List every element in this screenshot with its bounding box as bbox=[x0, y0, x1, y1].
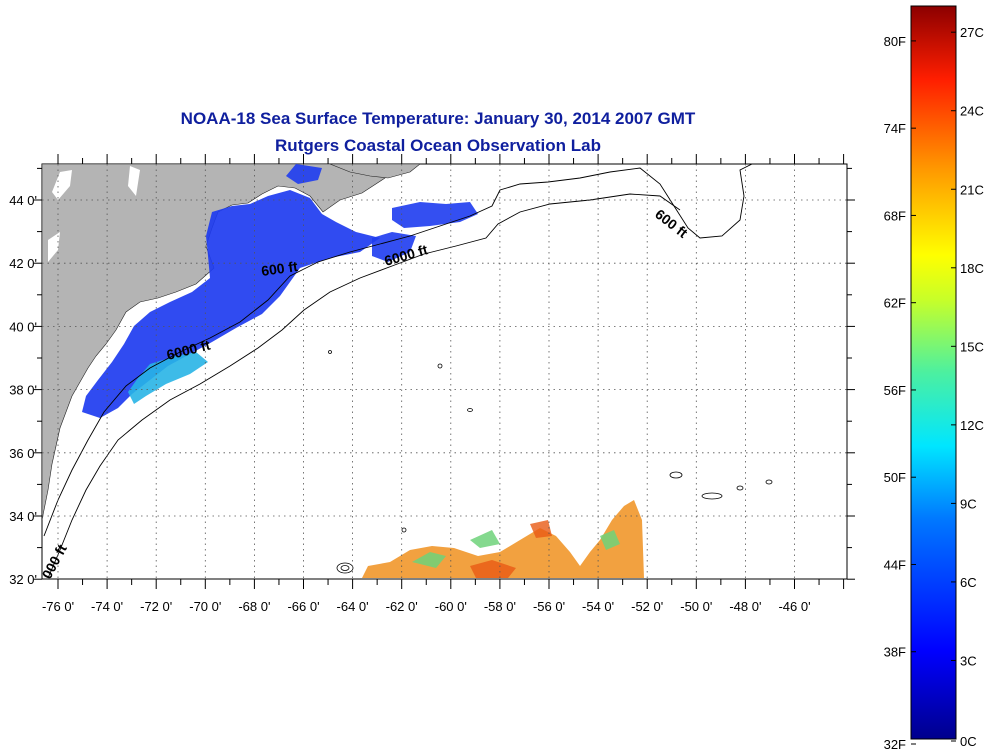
land-newfoundland bbox=[329, 164, 421, 179]
latitude-label: 38 0' bbox=[9, 383, 37, 398]
island-outlines bbox=[328, 350, 773, 574]
colorbar-f-label: 74F bbox=[884, 121, 906, 136]
colorbar-f-label: 62F bbox=[884, 296, 906, 311]
longitude-label: -46 0' bbox=[778, 599, 810, 614]
latitude-label: 34 0' bbox=[9, 509, 37, 524]
longitude-label: -58 0' bbox=[484, 599, 516, 614]
longitude-label: -68 0' bbox=[238, 599, 270, 614]
latitude-label: 42 0' bbox=[9, 256, 37, 271]
colorbar-c-label: 21C bbox=[960, 182, 984, 197]
map-title: NOAA-18 Sea Surface Temperature: January… bbox=[180, 109, 696, 128]
colorbar-celsius-labels: 27C 24C 21C 18C 15C 12C 9C 6C 3C 0C bbox=[951, 25, 984, 749]
colorbar-c-label: 6C bbox=[960, 575, 977, 590]
colorbar-f-label: 50F bbox=[884, 470, 906, 485]
latitude-axis-labels: 44 0' 42 0' 40 0' 38 0' 36 0' 34 0' 32 0' bbox=[9, 193, 37, 587]
longitude-label: -62 0' bbox=[386, 599, 418, 614]
sst-deep-warm-south bbox=[470, 520, 552, 578]
sst-mid-slope bbox=[128, 352, 208, 404]
longitude-label: -74 0' bbox=[91, 599, 123, 614]
colorbar-f-label: 80F bbox=[884, 34, 906, 49]
longitude-label: -64 0' bbox=[337, 599, 369, 614]
longitude-label: -56 0' bbox=[533, 599, 565, 614]
depth-contour-6000ft bbox=[47, 193, 681, 579]
colorbar bbox=[910, 5, 957, 740]
longitude-label: -48 0' bbox=[729, 599, 761, 614]
latitude-label: 36 0' bbox=[9, 446, 37, 461]
colorbar-f-label: 56F bbox=[884, 383, 906, 398]
colorbar-f-label: 44F bbox=[884, 557, 906, 572]
longitude-label: -50 0' bbox=[680, 599, 712, 614]
longitude-label: -76 0' bbox=[42, 599, 74, 614]
longitude-label: -72 0' bbox=[140, 599, 172, 614]
colorbar-f-label: 38F bbox=[884, 645, 906, 660]
longitude-label: -60 0' bbox=[435, 599, 467, 614]
colorbar-f-label: 32F bbox=[884, 737, 906, 752]
colorbar-c-label: 24C bbox=[960, 104, 984, 119]
graticule-grid bbox=[42, 164, 847, 579]
depth-contour-600ft bbox=[43, 164, 753, 537]
longitude-axis-labels: -76 0' -74 0' -72 0' -70 0' -68 0' -66 0' -64 … bbox=[42, 599, 811, 614]
colorbar-c-label: 9C bbox=[960, 496, 977, 511]
land-mass-north-america bbox=[42, 164, 401, 521]
sst-cold-shelf bbox=[82, 190, 380, 418]
colorbar-c-label: 27C bbox=[960, 25, 984, 40]
longitude-label: -54 0' bbox=[582, 599, 614, 614]
contour-label-600ft-gulf: 600 ft bbox=[260, 258, 299, 279]
axis-ticks bbox=[34, 154, 855, 589]
latitude-label: 44 0' bbox=[9, 193, 37, 208]
land-lakes bbox=[48, 166, 140, 262]
colorbar-fahrenheit-labels: 80F 74F 68F 62F 56F 50F 44F 38F 32F bbox=[884, 34, 916, 752]
colorbar-c-label: 0C bbox=[960, 734, 977, 749]
longitude-label: -70 0' bbox=[189, 599, 221, 614]
longitude-label: -66 0' bbox=[287, 599, 319, 614]
longitude-label: -52 0' bbox=[631, 599, 663, 614]
colorbar-c-label: 18C bbox=[960, 261, 984, 276]
colorbar-c-label: 15C bbox=[960, 339, 984, 354]
colorbar-f-label: 68F bbox=[884, 208, 906, 223]
sst-green-south bbox=[412, 530, 620, 568]
colorbar-c-label: 12C bbox=[960, 418, 984, 433]
latitude-label: 32 0' bbox=[9, 572, 37, 587]
latitude-label: 40 0' bbox=[9, 319, 37, 334]
colorbar-c-label: 3C bbox=[960, 653, 977, 668]
sst-cold-gulf bbox=[286, 164, 478, 262]
map-subtitle: Rutgers Coastal Ocean Observation Lab bbox=[275, 136, 601, 155]
